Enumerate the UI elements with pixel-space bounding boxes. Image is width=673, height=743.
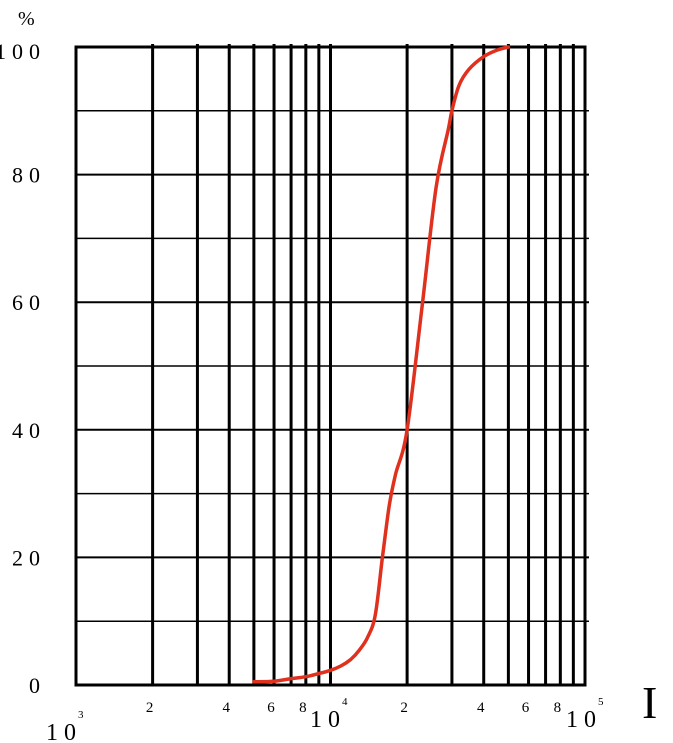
x-major-tick-exponent: 5 xyxy=(598,696,604,708)
y-tick-label: 60 xyxy=(12,290,46,315)
x-major-tick-label: 10 xyxy=(46,720,82,743)
x-tick-label: 8 xyxy=(554,700,562,716)
x-tick-label: 4 xyxy=(477,700,485,716)
y-tick-label: 40 xyxy=(12,418,46,443)
y-tick-label: 0 xyxy=(29,673,46,698)
y-axis-label: % xyxy=(18,8,35,30)
x-tick-label: 8 xyxy=(299,700,307,716)
y-tick-label: 20 xyxy=(12,545,46,570)
x-tick-label: 2 xyxy=(400,700,408,716)
x-major-tick-exponent: 3 xyxy=(78,709,84,721)
y-tick-label: 100 xyxy=(0,39,46,64)
x-major-tick-exponent: 4 xyxy=(342,696,348,708)
x-major-tick-label: 10 xyxy=(310,707,346,733)
x-tick-label: 2 xyxy=(146,700,154,716)
grid xyxy=(74,44,589,687)
x-tick-label: 6 xyxy=(522,700,530,716)
side-mark: I xyxy=(642,677,657,728)
y-tick-label: 80 xyxy=(12,163,46,188)
x-tick-label: 4 xyxy=(222,700,230,716)
plot-area xyxy=(252,45,511,684)
series-line xyxy=(252,45,511,684)
x-major-tick-label: 10 xyxy=(566,707,602,733)
x-tick-label: 6 xyxy=(267,700,275,716)
